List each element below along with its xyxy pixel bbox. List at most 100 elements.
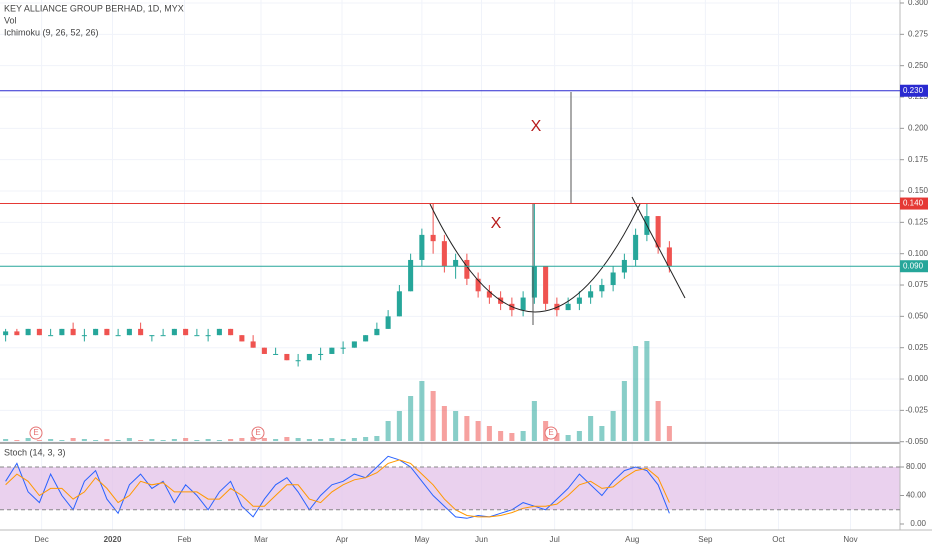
x-tick-label: Sep	[698, 535, 713, 544]
earnings-label: E	[548, 428, 553, 437]
volume-bar	[588, 416, 594, 441]
volume-bar	[475, 421, 481, 441]
candle-body	[385, 316, 391, 329]
x-tick-label: Feb	[178, 535, 192, 544]
volume-bar	[93, 440, 99, 441]
legend-volume: Vol	[4, 15, 17, 25]
candle-body	[419, 234, 425, 260]
x-tick-label: Mar	[254, 535, 268, 544]
volume-bar	[205, 439, 211, 441]
legend-symbol: KEY ALLIANCE GROUP BERHAD, 1D, MYX	[4, 3, 184, 13]
volume-bar	[48, 439, 54, 441]
y-tick-label: 0.050	[908, 311, 929, 320]
volume-bar	[59, 440, 65, 441]
volume-bar	[374, 436, 380, 441]
candle-body	[59, 328, 65, 336]
volume-bar	[104, 439, 110, 441]
volume-bar	[318, 439, 324, 441]
candle-body	[475, 278, 481, 292]
volume-bar	[115, 440, 121, 441]
y-tick-label: 0.000	[908, 374, 929, 383]
y-tick-label: -0.025	[905, 405, 928, 414]
candle-body	[363, 335, 369, 342]
y-tick-label: 0.250	[908, 61, 929, 70]
y-tick-label: 0.275	[908, 29, 929, 38]
volume-bar	[329, 438, 335, 441]
level-label: 0.230	[903, 86, 924, 95]
volume-bar	[284, 437, 290, 441]
volume-bar	[565, 435, 571, 441]
candle-body	[430, 234, 436, 242]
volume-bar	[599, 426, 605, 441]
volume-bar	[306, 439, 312, 441]
candle-body	[351, 341, 357, 348]
candle-body	[126, 328, 132, 336]
annotation: X	[491, 215, 502, 232]
candle-body	[610, 272, 616, 286]
volume-bar	[126, 438, 132, 441]
volume-bar	[160, 440, 166, 441]
volume-bar	[554, 433, 560, 441]
volume-bar	[239, 438, 245, 441]
candle-body	[486, 291, 492, 298]
y-tick-label: 0.025	[908, 343, 929, 352]
volume-bar	[261, 438, 267, 441]
candle-body	[396, 291, 402, 317]
volume-bar	[3, 439, 9, 441]
y-tick-label: 0.150	[908, 186, 929, 195]
volume-bar	[36, 440, 42, 441]
volume-bar	[351, 438, 357, 441]
volume-bar	[644, 341, 650, 441]
x-tick-label: Aug	[625, 535, 639, 544]
volume-bar	[531, 401, 537, 441]
candle-body	[306, 353, 312, 361]
volume-bar	[194, 440, 200, 441]
volume-bar	[464, 416, 470, 441]
candle-body	[520, 297, 526, 311]
volume-bar	[25, 438, 31, 441]
x-tick-label: Dec	[35, 535, 49, 544]
grid	[0, 0, 900, 530]
volume-bar	[520, 431, 526, 441]
volume-bar	[273, 439, 279, 441]
candle-body	[531, 266, 537, 298]
x-tick-label: 2020	[104, 535, 122, 544]
stoch-line	[5, 459, 670, 518]
candle-body	[205, 335, 211, 337]
volume-bar	[385, 421, 391, 441]
y-tick-label: 0.300	[908, 0, 929, 7]
candle-body	[25, 328, 31, 336]
candle-body	[408, 259, 414, 292]
candle-body	[441, 241, 447, 267]
volume-bar	[621, 381, 627, 441]
volume-bar	[509, 433, 515, 441]
candle-body	[588, 291, 594, 298]
y-tick-label: -0.050	[905, 437, 928, 446]
stoch-tick-label: 0.00	[910, 519, 926, 528]
candle-body	[48, 335, 54, 337]
volume-bar	[81, 439, 87, 441]
volume-bar	[498, 431, 504, 441]
candle-body	[374, 328, 380, 336]
candle-body	[340, 347, 346, 349]
candle-body	[576, 297, 582, 304]
candle-body	[14, 331, 20, 336]
candle-body	[543, 266, 549, 304]
level-label: 0.090	[903, 261, 924, 270]
x-tick-label: Oct	[772, 535, 785, 544]
candle-body	[183, 328, 189, 336]
candle-body	[138, 328, 144, 336]
candle-body	[453, 259, 459, 267]
x-tick-label: Jun	[475, 535, 488, 544]
volume-bar	[633, 346, 639, 441]
candle-body	[104, 328, 110, 336]
volume-bar	[396, 411, 402, 441]
volume-bar	[216, 440, 222, 441]
volume-bar	[340, 439, 346, 441]
volume-bar	[14, 440, 20, 441]
candle-body	[599, 285, 605, 292]
volume-bar	[408, 396, 414, 441]
y-tick-label: 0.125	[908, 217, 929, 226]
candle-body	[284, 353, 290, 361]
candle-body	[228, 328, 234, 336]
